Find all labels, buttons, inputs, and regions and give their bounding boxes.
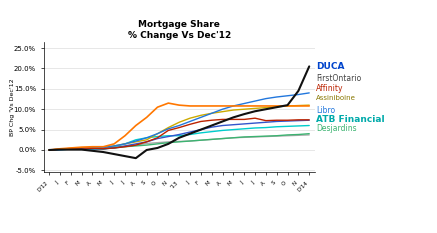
Text: Affinity: Affinity	[316, 84, 343, 93]
Text: FirstOntario: FirstOntario	[316, 74, 361, 83]
Title: Mortgage Share
% Change Vs Dec'12: Mortgage Share % Change Vs Dec'12	[128, 20, 231, 40]
Text: DUCA: DUCA	[316, 62, 345, 71]
Text: Assiniboine: Assiniboine	[316, 95, 356, 101]
Y-axis label: BP Chg 'Vs Dec'12: BP Chg 'Vs Dec'12	[10, 78, 15, 136]
Text: ATB Financial: ATB Financial	[316, 115, 385, 124]
Text: Desjardins: Desjardins	[316, 124, 357, 133]
Text: Libro: Libro	[316, 106, 335, 115]
